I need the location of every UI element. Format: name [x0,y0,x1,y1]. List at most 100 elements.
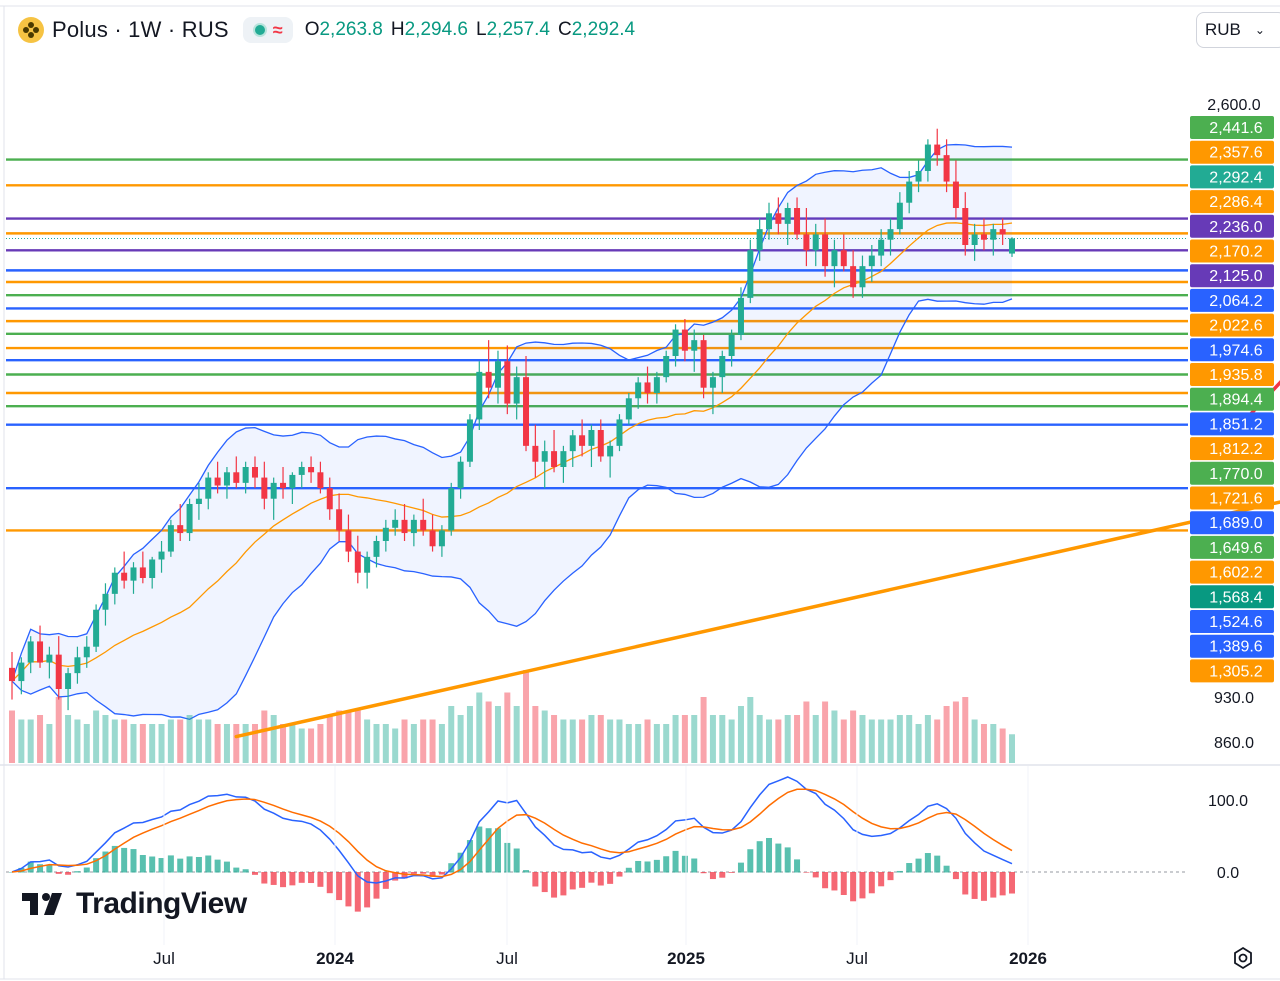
osc-histogram-bar [494,828,501,873]
price-label: 2,357.6 [1209,145,1262,162]
volume-bar [233,724,240,763]
price-label: 2,236.0 [1209,219,1262,236]
volume-bar [457,715,464,763]
volume-bar [663,724,670,763]
candle-body [551,451,558,467]
currency-select[interactable]: RUB ⌄ [1196,12,1280,48]
volume-bar [392,728,399,763]
candle-body [494,361,501,388]
candle-body [326,488,333,510]
osc-histogram-bar [102,851,109,873]
moving-average [11,222,1013,682]
price-label-box [1190,190,1274,214]
market-open-dot [252,23,267,37]
candle-body [737,297,744,335]
price-label-box [1190,140,1274,164]
osc-histogram-bar [410,872,417,874]
high-value: 2,294.6 [404,19,469,40]
candle-body [532,445,539,462]
volume-bar [850,710,857,763]
market-status[interactable]: ≈ [242,17,293,43]
settings-icon[interactable] [1230,945,1256,971]
volume-bar [737,706,744,763]
price-label-box [1190,387,1274,411]
osc-histogram-bar [906,863,913,873]
osc-histogram-bar [205,855,212,873]
candle-body [270,482,277,499]
price-label-box [1190,634,1274,658]
osc-histogram-bar [345,872,352,907]
osc-histogram-bar [9,872,15,873]
candles [9,128,1015,711]
candle-body [728,334,735,356]
candle-body [37,641,44,663]
osc-signal-line [11,788,1013,878]
candle-body [700,340,707,388]
price-label-box [1190,264,1274,288]
osc-histogram-bar [55,872,62,874]
volume-bar [223,724,230,763]
candle-body [55,654,62,689]
osc-histogram-bar [111,845,118,873]
volume-bar [607,719,614,763]
volume-bar [1009,734,1015,763]
approx-icon: ≈ [272,20,283,40]
osc-histogram-bar [709,872,716,880]
price-label: 2,170.2 [1209,244,1262,261]
volume-bar [784,715,791,763]
osc-histogram-bar [242,869,249,873]
candle-body [167,525,174,552]
price-label: 1,851.2 [1209,416,1262,433]
osc-histogram-bar [485,828,492,873]
candle-body [691,340,698,351]
osc-histogram-bar [579,872,586,888]
price-label: 1,649.6 [1209,540,1262,557]
price-label-box [1190,535,1274,559]
volume-bar [74,719,81,763]
volume-bar [27,719,34,763]
osc-histogram-bar [915,858,922,873]
osc-histogram-bar [223,861,230,873]
volume-bar [139,724,146,763]
trendline [234,500,1280,739]
volume-bar [560,719,567,763]
price-label-box [1190,214,1274,238]
symbol-title[interactable]: Polus · 1W · RUS [52,17,229,42]
candle-body [672,329,679,356]
osc-histogram-bar [466,840,473,873]
candle-body [177,525,184,534]
osc-histogram-bar [812,872,819,878]
osc-histogram-bar [560,872,567,896]
osc-histogram-bar [392,872,399,881]
volume-bar [494,706,501,763]
osc-histogram-bar [326,872,333,894]
chevron-down-icon: ⌄ [1254,23,1265,37]
candle-body [887,229,894,240]
price-label-box [1190,313,1274,337]
candle-body [588,430,595,446]
price-label-box [1190,659,1274,683]
candle-body [149,559,156,578]
volume-bar [532,706,539,763]
volume-bar [420,719,427,763]
volume-bar [345,710,352,763]
osc-histogram-bar [625,867,632,873]
osc-histogram-bar [859,872,866,899]
candle-body [868,255,875,267]
chart-header: Polus · 1W · RUS ≈ O2,263.8 H2,294.6 L2,… [18,14,635,46]
candle-body [438,530,445,547]
candle-body [485,371,492,388]
tradingview-logo[interactable]: TradingView [22,887,247,921]
osc-histogram-bar [672,850,679,873]
tradingview-mark-icon [22,893,62,915]
x-axis-label: 2024 [316,949,354,968]
volume-bar [466,706,473,763]
volume-bar [438,724,445,763]
volume-bar [859,715,866,763]
candle-body [420,519,427,531]
candle-body [364,556,371,573]
osc-histogram-bar [700,872,707,874]
candle-body [111,572,118,594]
volume-bar [747,697,754,763]
